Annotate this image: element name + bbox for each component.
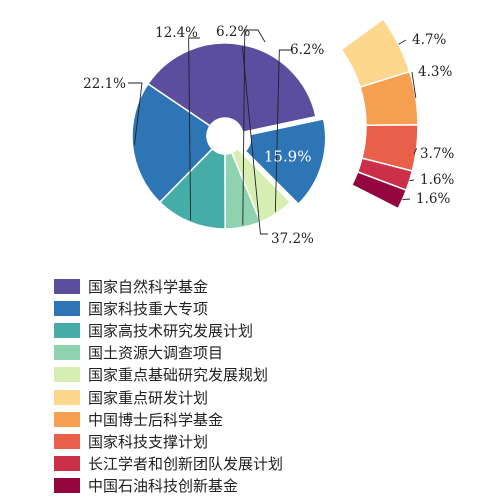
legend-label: 长江学者和创新团队发展计划 <box>88 455 284 474</box>
main-pie <box>131 42 327 230</box>
value-label-7: 4.3% <box>418 64 452 80</box>
legend-label: 国土资源大调查项目 <box>88 344 224 363</box>
other-slice-label: 15.9% <box>264 148 312 166</box>
value-label-3: 12.4% <box>155 25 198 41</box>
legend-item: 中国博士后科学基金 <box>54 408 283 430</box>
legend-item: 国家重点研发计划 <box>54 386 283 408</box>
legend-swatch <box>54 456 80 472</box>
leader-7 <box>411 71 417 99</box>
legend-label: 中国博士后科学基金 <box>88 410 224 429</box>
legend-item: 长江学者和创新团队发展计划 <box>54 453 283 475</box>
pie-slice-other <box>244 118 327 206</box>
legend-label: 国家重点基础研究发展规划 <box>88 366 269 385</box>
legend-swatch <box>54 345 80 361</box>
legend-swatch <box>54 300 80 316</box>
legend-label: 国家科技重大专项 <box>88 299 209 318</box>
leader-5 <box>274 49 292 212</box>
legend-item: 国家自然科学基金 <box>54 275 283 297</box>
legend-item: 国家科技支撑计划 <box>54 430 283 452</box>
legend: 国家自然科学基金 国家科技重大专项 国家高技术研究发展计划 国土资源大调查项目 国家重点… <box>54 275 283 497</box>
legend-swatch <box>54 367 80 383</box>
leader-9 <box>409 179 415 182</box>
legend-item: 国家重点基础研究发展规划 <box>54 364 283 386</box>
value-label-8: 3.7% <box>420 146 454 162</box>
legend-label: 中国石油科技创新基金 <box>88 477 239 496</box>
legend-label: 国家科技支撑计划 <box>88 432 209 451</box>
legend-item: 国土资源大调查项目 <box>54 342 283 364</box>
legend-item: 中国石油科技创新基金 <box>54 475 283 497</box>
ring-slice-10 <box>350 170 408 210</box>
value-label-1: 37.2% <box>271 231 314 247</box>
leader-1 <box>241 46 268 235</box>
detail-ring <box>340 17 419 210</box>
legend-swatch <box>54 411 80 427</box>
value-label-2: 22.1% <box>83 76 126 92</box>
pie-slice-3 <box>158 147 226 230</box>
pie-slice-2 <box>131 82 214 204</box>
leader-8 <box>413 147 418 155</box>
leader-4 <box>242 29 266 226</box>
pie-chart: 15.9% 37.2% 22.1% 12.4% 6.2% 6.2% 4.7% 4.3% 3.7%… <box>83 17 454 247</box>
value-labels: 15.9% 37.2% 22.1% 12.4% 6.2% 6.2% 4.7% 4.3% 3.7%… <box>83 24 454 247</box>
value-label-10: 1.6% <box>416 191 450 207</box>
legend-swatch <box>54 478 80 494</box>
legend-swatch <box>54 433 80 449</box>
value-label-5: 6.2% <box>290 42 324 58</box>
leader-2 <box>128 82 143 146</box>
value-label-4: 6.2% <box>216 24 250 40</box>
legend-item: 国家高技术研究发展计划 <box>54 319 283 341</box>
label-leaders <box>128 29 418 235</box>
leader-6 <box>398 39 407 45</box>
legend-label: 国家重点研发计划 <box>88 388 209 407</box>
legend-item: 国家科技重大专项 <box>54 297 283 319</box>
legend-swatch <box>54 278 80 294</box>
legend-label: 国家自然科学基金 <box>88 277 209 296</box>
legend-swatch <box>54 322 80 338</box>
leader-10 <box>402 198 411 200</box>
leader-3 <box>188 37 200 221</box>
legend-swatch <box>54 389 80 405</box>
legend-label: 国家高技术研究发展计划 <box>88 321 254 340</box>
value-label-6: 4.7% <box>412 32 446 48</box>
pie-slice-1 <box>146 42 317 134</box>
value-label-9: 1.6% <box>420 172 454 188</box>
